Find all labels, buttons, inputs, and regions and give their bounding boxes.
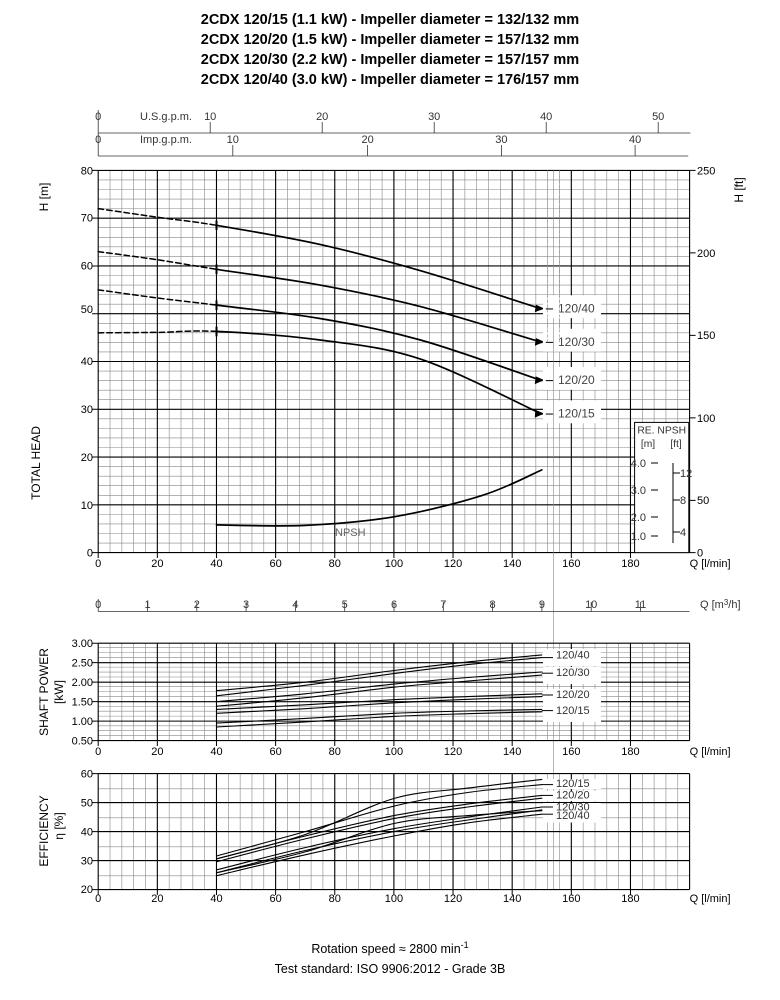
svg-text:[ft]: [ft]: [670, 439, 682, 450]
svg-text:TOTAL HEAD: TOTAL HEAD: [29, 426, 43, 500]
svg-text:120/20: 120/20: [558, 373, 595, 387]
svg-text:2.0: 2.0: [631, 512, 646, 524]
svg-text:50: 50: [652, 111, 664, 123]
svg-text:10: 10: [81, 500, 93, 512]
svg-text:120/15: 120/15: [556, 778, 590, 790]
svg-text:120: 120: [444, 558, 462, 570]
svg-text:20: 20: [81, 452, 93, 464]
svg-text:Test standard: ISO 9906:2012 -: Test standard: ISO 9906:2012 - Grade 3B: [275, 962, 506, 976]
svg-text:Imp.g.p.m.: Imp.g.p.m.: [140, 134, 192, 146]
svg-text:120/40: 120/40: [558, 302, 595, 316]
svg-text:1.00: 1.00: [72, 716, 93, 728]
svg-text:80: 80: [81, 166, 93, 178]
svg-text:80: 80: [329, 558, 341, 570]
svg-text:60: 60: [81, 261, 93, 273]
svg-text:3.0: 3.0: [631, 485, 646, 497]
svg-text:Q [l/min]: Q [l/min]: [690, 558, 731, 570]
svg-text:50: 50: [697, 495, 709, 507]
svg-text:120/40: 120/40: [556, 810, 590, 822]
svg-text:EFFICIENCY: EFFICIENCY: [37, 795, 51, 866]
svg-text:Rotation speed ≈ 2800 min-1: Rotation speed ≈ 2800 min-1: [311, 940, 468, 956]
svg-text:100: 100: [697, 413, 715, 425]
svg-text:120/15: 120/15: [558, 407, 595, 421]
svg-text:30: 30: [81, 404, 93, 416]
svg-text:0: 0: [95, 558, 101, 570]
svg-text:40: 40: [210, 558, 222, 570]
svg-text:60: 60: [81, 769, 93, 781]
svg-text:140: 140: [503, 746, 521, 758]
svg-text:60: 60: [269, 558, 281, 570]
svg-text:60: 60: [269, 746, 281, 758]
svg-text:8: 8: [680, 495, 686, 507]
svg-text:H [ft]: H [ft]: [732, 177, 746, 202]
svg-text:0: 0: [697, 548, 703, 560]
svg-text:250: 250: [697, 166, 715, 178]
svg-text:η [%]: η [%]: [52, 812, 66, 839]
svg-text:20: 20: [81, 884, 93, 896]
svg-text:100: 100: [385, 558, 403, 570]
svg-text:3.00: 3.00: [72, 638, 93, 650]
svg-text:100: 100: [385, 746, 403, 758]
svg-text:40: 40: [81, 827, 93, 839]
svg-text:30: 30: [428, 111, 440, 123]
svg-text:50: 50: [81, 798, 93, 810]
svg-text:0.50: 0.50: [72, 736, 93, 748]
svg-text:30: 30: [495, 134, 507, 146]
svg-text:50: 50: [81, 304, 93, 316]
svg-text:NPSH: NPSH: [335, 527, 366, 539]
svg-text:[kW]: [kW]: [52, 680, 66, 704]
svg-text:U.S.g.p.m.: U.S.g.p.m.: [140, 111, 192, 123]
svg-text:40: 40: [210, 746, 222, 758]
svg-text:1.0: 1.0: [631, 531, 646, 543]
svg-text:40: 40: [629, 134, 641, 146]
svg-text:40: 40: [540, 111, 552, 123]
svg-text:180: 180: [621, 558, 639, 570]
svg-text:160: 160: [562, 746, 580, 758]
svg-text:120/40: 120/40: [556, 650, 590, 662]
svg-text:Q [l/min]: Q [l/min]: [690, 893, 731, 905]
svg-text:30: 30: [81, 856, 93, 868]
svg-text:120/15: 120/15: [556, 705, 590, 717]
svg-text:2.50: 2.50: [72, 658, 93, 670]
svg-text:40: 40: [81, 356, 93, 368]
svg-text:Q [m3/h]: Q [m3/h]: [700, 598, 741, 611]
svg-text:200: 200: [697, 248, 715, 260]
svg-text:20: 20: [361, 134, 373, 146]
svg-text:120/30: 120/30: [556, 667, 590, 679]
svg-text:150: 150: [697, 330, 715, 342]
svg-text:4: 4: [680, 527, 686, 539]
svg-text:20: 20: [316, 111, 328, 123]
svg-text:160: 160: [562, 558, 580, 570]
svg-text:SHAFT POWER: SHAFT POWER: [37, 648, 51, 736]
svg-text:10: 10: [204, 111, 216, 123]
svg-text:4.0: 4.0: [631, 458, 646, 470]
svg-text:20: 20: [151, 558, 163, 570]
svg-text:H [m]: H [m]: [37, 183, 51, 212]
svg-text:80: 80: [329, 746, 341, 758]
svg-text:120/30: 120/30: [558, 335, 595, 349]
svg-text:180: 180: [621, 746, 639, 758]
svg-text:12: 12: [680, 468, 692, 480]
svg-text:0: 0: [87, 548, 93, 560]
svg-text:2.00: 2.00: [72, 677, 93, 689]
svg-text:70: 70: [81, 213, 93, 225]
svg-text:Q [l/min]: Q [l/min]: [690, 746, 731, 758]
svg-text:20: 20: [151, 746, 163, 758]
svg-text:0: 0: [95, 746, 101, 758]
svg-text:140: 140: [503, 558, 521, 570]
svg-text:10: 10: [227, 134, 239, 146]
svg-text:[m]: [m]: [641, 439, 655, 450]
svg-text:1.50: 1.50: [72, 697, 93, 709]
svg-text:120/20: 120/20: [556, 689, 590, 701]
svg-text:RE. NPSH: RE. NPSH: [637, 426, 686, 437]
svg-text:120/20: 120/20: [556, 790, 590, 802]
svg-text:120: 120: [444, 746, 462, 758]
